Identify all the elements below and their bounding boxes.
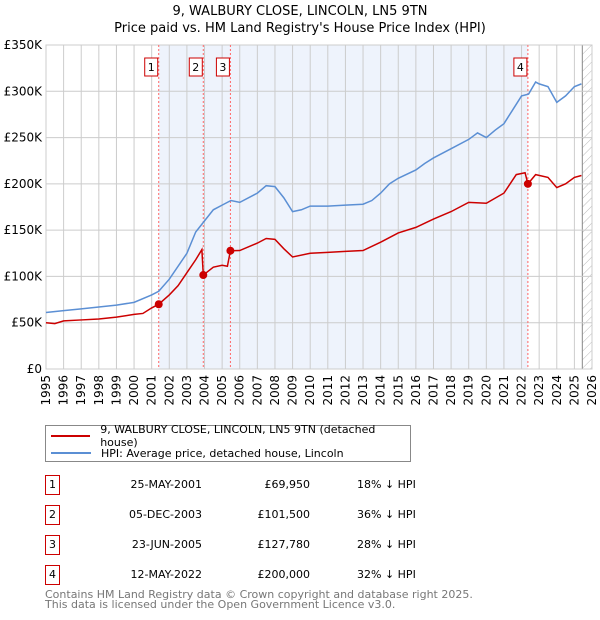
sale-point xyxy=(523,179,532,188)
x-tick-label: 2018 xyxy=(444,375,458,406)
y-tick-label: £250K xyxy=(4,131,44,145)
y-tick-label: £150K xyxy=(4,223,44,237)
y-tick-label: £50K xyxy=(11,316,43,330)
sale-number-badge: 2 xyxy=(45,505,60,525)
footer-line: This data is licensed under the Open Gov… xyxy=(45,598,396,611)
x-tick-label: 2021 xyxy=(497,375,511,406)
footer: Contains HM Land Registry data © Crown c… xyxy=(45,588,473,611)
sale-price: £101,500 xyxy=(257,508,311,521)
sale-date: 05-DEC-2003 xyxy=(128,508,202,521)
sale-price: £69,950 xyxy=(264,478,311,491)
sale-label-box xyxy=(188,57,203,77)
x-tick-label: 2025 xyxy=(567,375,581,406)
sale-number-badge: 4 xyxy=(45,565,60,585)
x-tick-label: 2001 xyxy=(145,375,159,406)
x-tick-label: 2015 xyxy=(391,375,405,406)
y-tick-label: £350K xyxy=(4,38,44,52)
series-line xyxy=(45,81,582,314)
table-row: 4 12-MAY-2022 £200,000 32% ↓ HPI xyxy=(45,565,445,585)
legend-swatch-blue xyxy=(51,452,91,454)
sale-label: 3 xyxy=(219,61,226,74)
x-tick-label: 2023 xyxy=(532,375,546,406)
shaded-region xyxy=(158,45,528,369)
y-tick-label: £200K xyxy=(4,177,44,191)
sale-point xyxy=(226,246,235,255)
hpi-diff: 18% ↓ HPI xyxy=(357,478,416,491)
x-tick-label: 2026 xyxy=(585,375,599,406)
y-tick-label: £100K xyxy=(4,269,44,283)
x-tick-label: 1995 xyxy=(39,375,53,406)
x-tick-label: 2014 xyxy=(374,375,388,406)
x-tick-label: 2008 xyxy=(268,375,282,406)
sale-date: 12-MAY-2022 xyxy=(130,568,202,581)
legend-label: 9, WALBURY CLOSE, LINCOLN, LN5 9TN (deta… xyxy=(100,423,376,449)
series-line xyxy=(45,171,582,325)
x-tick-label: 2005 xyxy=(215,375,229,406)
x-tick-label: 2011 xyxy=(321,375,335,406)
y-tick-label: £0 xyxy=(27,362,42,376)
chart-title: 9, WALBURY CLOSE, LINCOLN, LN5 9TN xyxy=(172,4,428,19)
sale-label-box xyxy=(215,57,230,77)
x-tick-label: 1996 xyxy=(57,375,71,406)
sale-point xyxy=(199,271,208,280)
sale-label-box xyxy=(144,57,159,77)
x-tick-label: 2016 xyxy=(409,375,423,406)
legend-swatch-red xyxy=(51,435,91,437)
sale-date: 25-MAY-2001 xyxy=(130,478,202,491)
legend: 9, WALBURY CLOSE, LINCOLN, LN5 9TN (deta… xyxy=(45,423,411,462)
sale-date: 23-JUN-2005 xyxy=(131,538,202,551)
sale-label-box xyxy=(513,57,528,77)
x-tick-label: 2024 xyxy=(550,375,564,406)
sale-number-badge: 1 xyxy=(45,475,60,495)
x-tick-label: 1999 xyxy=(109,375,123,406)
sale-number-badge: 3 xyxy=(45,535,60,555)
sale-label: 2 xyxy=(192,61,199,74)
x-tick-label: 2017 xyxy=(426,375,440,406)
hpi-diff: 36% ↓ HPI xyxy=(357,508,416,521)
plot-frame xyxy=(45,44,593,370)
footer-line: Contains HM Land Registry data © Crown c… xyxy=(45,588,473,601)
x-tick-label: 2022 xyxy=(515,375,529,406)
x-tick-label: 2007 xyxy=(250,375,264,406)
sale-point xyxy=(154,300,163,309)
chart-subtitle: Price paid vs. HM Land Registry's House … xyxy=(114,21,486,36)
x-tick-label: 1997 xyxy=(74,375,88,406)
x-tick-label: 2002 xyxy=(162,375,176,406)
x-tick-label: 2019 xyxy=(462,375,476,406)
x-tick-label: 1998 xyxy=(92,375,106,406)
sale-label: 1 xyxy=(148,61,155,74)
x-tick-label: 2003 xyxy=(180,375,194,406)
sale-price: £200,000 xyxy=(257,568,311,581)
x-tick-label: 2013 xyxy=(356,375,370,406)
legend-label: HPI: Average price, detached house, Linc… xyxy=(101,446,344,460)
x-tick-label: 2006 xyxy=(233,375,247,406)
x-tick-label: 2010 xyxy=(303,375,317,406)
y-tick-label: £300K xyxy=(4,84,44,98)
x-tick-label: 2012 xyxy=(338,375,352,406)
sale-label: 4 xyxy=(517,61,524,74)
x-tick-label: 2009 xyxy=(286,375,300,406)
forecast-hatch xyxy=(582,45,592,369)
table-row: 2 05-DEC-2003 £101,500 36% ↓ HPI xyxy=(45,505,445,525)
price-chart: 1995 1996 1997 1998 1999 2000 2001 2002 2003 2004… xyxy=(4,38,599,406)
x-tick-label: 2004 xyxy=(198,375,212,406)
table-row: 1 25-MAY-2001 £69,950 18% ↓ HPI xyxy=(45,475,445,495)
x-tick-label: 2020 xyxy=(479,375,493,406)
table-row: 3 23-JUN-2005 £127,780 28% ↓ HPI xyxy=(45,535,445,555)
x-tick-label: 2000 xyxy=(127,375,141,406)
hpi-diff: 32% ↓ HPI xyxy=(357,568,416,581)
hpi-diff: 28% ↓ HPI xyxy=(357,538,416,551)
sale-price: £127,780 xyxy=(257,538,311,551)
